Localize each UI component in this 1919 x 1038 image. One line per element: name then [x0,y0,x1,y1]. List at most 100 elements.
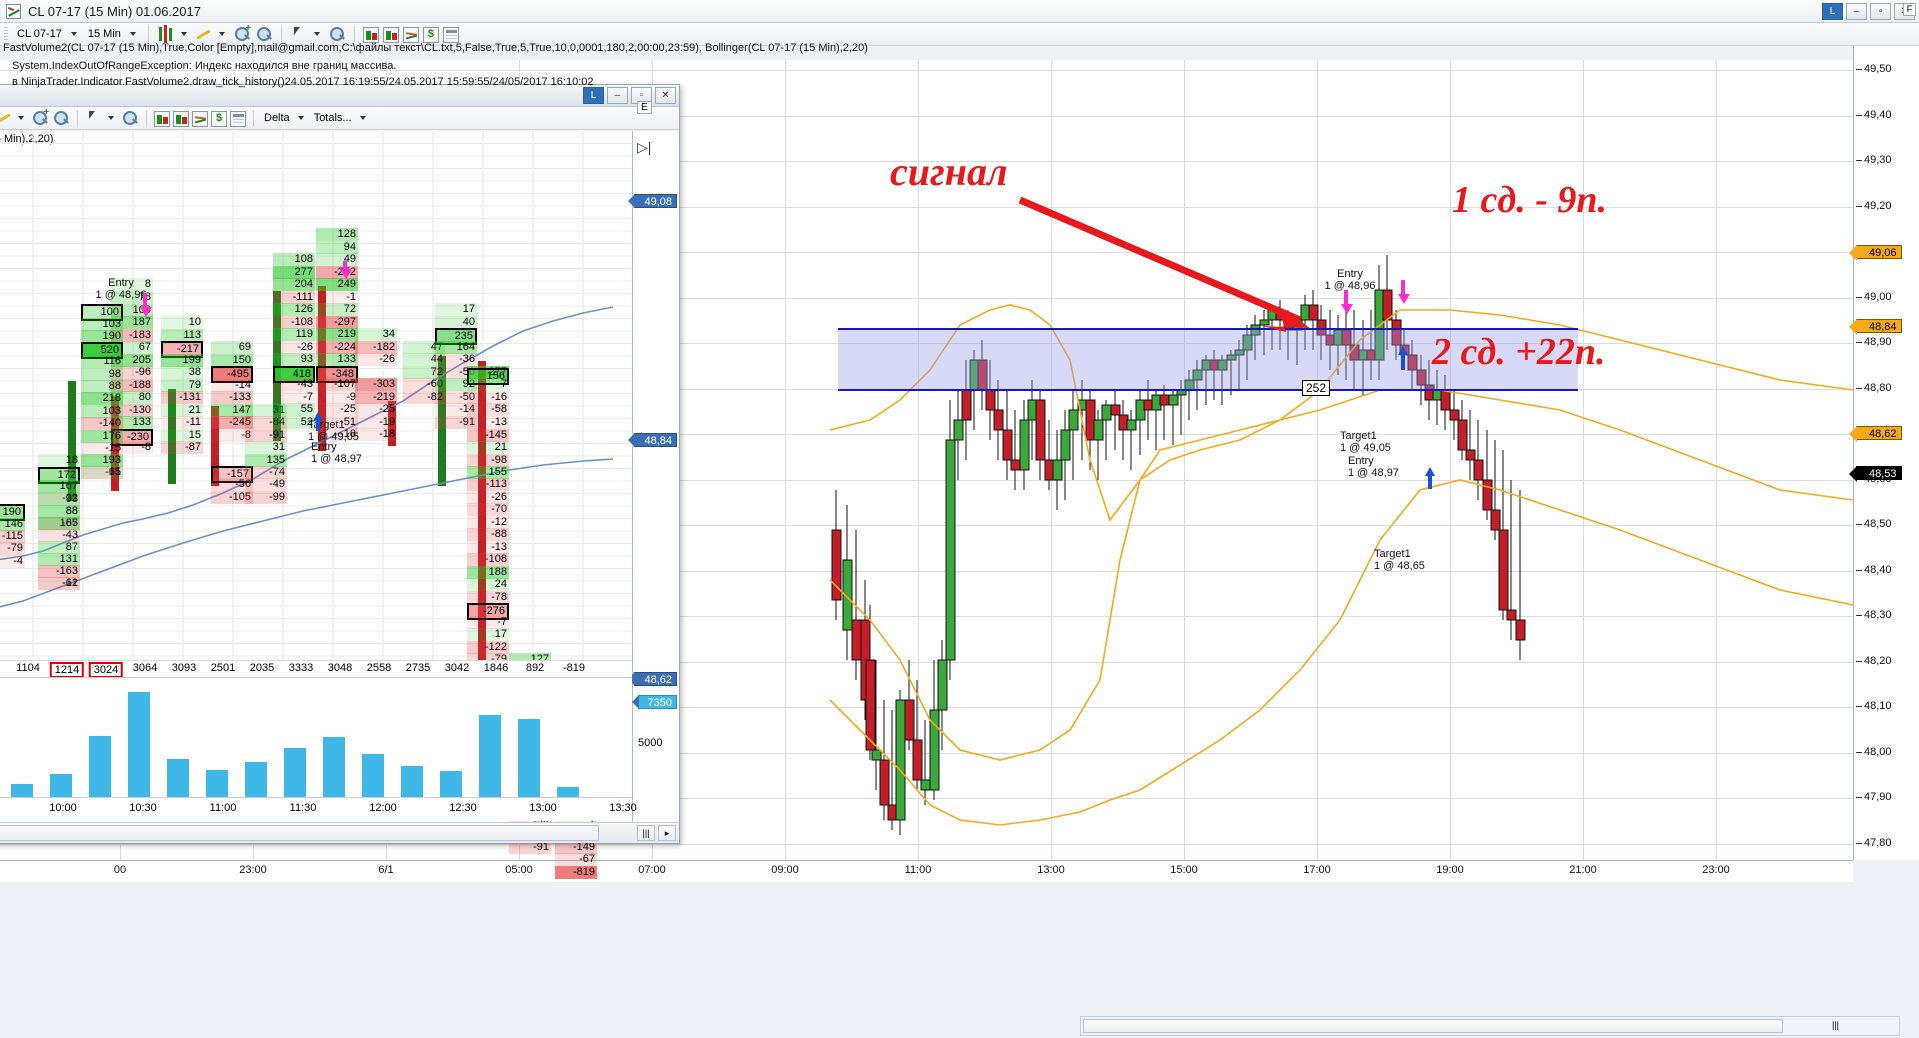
chevron-down-icon[interactable] [70,32,77,36]
magnifier-icon[interactable] [121,109,139,127]
price-axis[interactable]: 49,5049,4049,3049,2049,1049,0048,9048,80… [1849,46,1919,860]
scroll-grip-icon[interactable]: ||| [1831,1020,1839,1030]
footprint-window[interactable]: L – ▫ ✕ + Delta Totals... [0,84,680,879]
footprint-cell: 155 [467,466,509,479]
window-controls[interactable]: L – ▫ ✕ [1822,3,1915,20]
go-to-end-icon[interactable]: ▷| [637,139,652,155]
minimize-button[interactable]: – [1846,3,1867,20]
restore-l-button[interactable]: L [1822,3,1843,20]
zoom-out-icon[interactable] [255,25,273,43]
report-icon[interactable] [442,27,459,43]
interval-selector[interactable]: 15 Min [87,28,121,40]
delta-selector[interactable]: Delta [264,112,290,124]
f-badge[interactable]: F [1903,3,1916,16]
volume-bar [362,753,384,797]
chevron-down-icon[interactable] [359,116,366,120]
chevron-down-icon[interactable] [18,116,24,120]
chevron-down-icon[interactable] [218,32,225,36]
footprint-cell: -130 [111,404,153,417]
footprint-cell: 88 [38,505,80,518]
volume-value-tag: 7350 [631,695,677,709]
footprint-cell: 249 [316,278,358,291]
chevron-down-icon[interactable] [313,32,320,36]
data-box-icon[interactable] [154,111,170,127]
footprint-cell: 87 [38,541,80,554]
footprint-price-axis[interactable]: 49,08 48,84 48,62 ▷| E [628,101,679,843]
annotation-note-1: 1 сд. - 9п. [1452,179,1608,221]
footprint-cell: -87 [38,517,80,530]
footprint-cell: -61 [38,577,80,590]
instrument-selector[interactable]: CL 07-17 [17,28,62,40]
arrow-up-icon [1398,346,1408,355]
arrow-down-icon [1341,304,1353,314]
chevron-down-icon[interactable] [108,116,114,120]
time-axis[interactable]: 00 23:00 6/1 05:00 07:00 09:00 11:00 13:00 15:00… [0,860,1853,882]
pointer-icon[interactable] [290,25,308,43]
bars-icon[interactable] [157,25,175,43]
main-toolbar[interactable]: CL 07-17 15 Min + [0,23,1919,46]
footprint-cell: 24 [467,578,509,591]
report-icon[interactable] [230,111,246,127]
scrollbar-thumb[interactable] [0,825,599,841]
scrollbar-thumb[interactable] [1083,1019,1783,1033]
footprint-toolbar[interactable]: + Delta Totals... [0,107,679,130]
dollar-icon[interactable] [422,27,439,43]
marker-label: Entry [108,277,134,289]
vertical-gridline [1317,60,1318,860]
horizontal-gridline [0,798,1853,799]
pencil-icon[interactable] [195,25,213,43]
maximize-button[interactable]: ▫ [1870,3,1891,20]
chevron-down-icon[interactable] [297,116,304,120]
candles-icon[interactable] [173,111,189,127]
footprint-time-axis[interactable]: 10:00 10:30 11:00 11:30 12:00 12:30 13:00 13:30 [0,797,637,821]
line-chart-icon[interactable] [192,111,208,127]
footprint-cell: 167 [38,480,80,493]
footprint-cell: -9 [316,391,358,404]
zoom-out-icon[interactable] [52,109,70,127]
footprint-cell: -8 [111,441,153,454]
data-box-icon[interactable] [362,27,379,43]
footprint-cell: -115 [0,530,25,543]
zoom-in-icon[interactable]: + [31,108,49,127]
marker-label: Target1 [1374,548,1411,560]
footprint-window-controls[interactable]: L – ▫ ✕ [583,87,676,104]
footprint-cell: 119 [273,328,315,341]
line-chart-icon[interactable] [402,27,419,43]
toolbar-grip[interactable] [4,26,8,42]
footprint-cell: -1 [316,291,358,304]
candles-icon[interactable] [382,27,399,43]
time-label: 05:00 [505,864,533,876]
volume-bar [401,765,423,797]
e-badge[interactable]: E [637,101,652,114]
pencil-icon[interactable] [0,109,13,127]
price-tick: 49,40 [1854,109,1919,122]
horizontal-gridline [0,161,1853,162]
price-tick: 48,20 [1854,655,1919,668]
marker-sublabel: 1 @ 48,96 [1324,280,1376,292]
zoom-in-icon[interactable]: + [233,24,251,43]
divider [77,110,78,126]
pointer-icon[interactable] [85,109,103,127]
footprint-cell: 156 [467,368,509,385]
minimize-button[interactable]: – [607,87,628,104]
scroll-left-button[interactable]: ||| [637,825,655,841]
chevron-down-icon[interactable] [180,32,187,36]
volume-cell: 892 [525,662,545,674]
time-label: 19:00 [1436,864,1464,876]
chevron-down-icon[interactable] [129,32,136,36]
volume-bar [557,786,579,797]
volume-cell: 2501 [210,662,236,674]
restore-l-button[interactable]: L [583,87,604,104]
main-scrollbar[interactable]: ||| [1080,1016,1900,1036]
dollar-icon[interactable] [211,111,227,127]
footprint-scrollbar[interactable]: ||| ▸ [0,822,679,843]
footprint-cell: -107 [316,378,358,391]
footprint-volume-pane[interactable] [0,677,632,797]
horizontal-gridline [0,479,1853,481]
magnifier-icon[interactable] [328,25,346,43]
close-button[interactable]: ✕ [655,87,676,104]
scroll-right-button[interactable]: ▸ [658,825,676,841]
horizontal-gridline [0,752,1853,754]
price-tick: 48,30 [1854,609,1919,622]
totals-selector[interactable]: Totals... [313,112,352,124]
